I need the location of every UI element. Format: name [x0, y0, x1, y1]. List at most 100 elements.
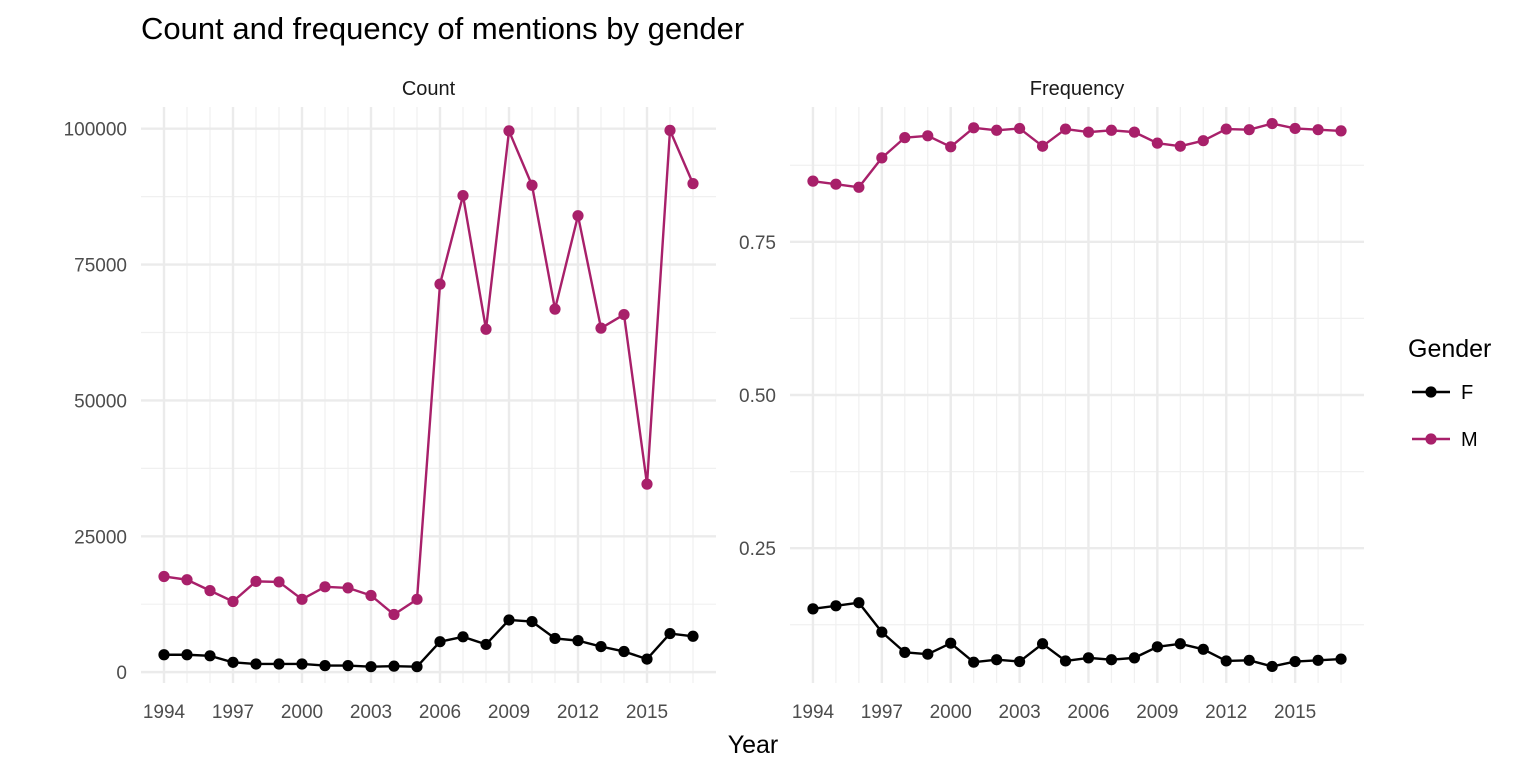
count-point-f [296, 658, 308, 670]
count-x-tick-label: 2006 [419, 702, 461, 723]
count-point-f [273, 658, 285, 670]
count-point-f [181, 649, 193, 661]
frequency-y-tick-label: 0.25 [739, 539, 776, 560]
frequency-point-f [807, 603, 819, 615]
frequency-x-tick-label: 2006 [1067, 702, 1109, 723]
count-point-m [411, 593, 423, 605]
frequency-point-f [968, 656, 980, 668]
count-x-tick-label: 2000 [281, 702, 323, 723]
frequency-point-f [945, 637, 957, 649]
frequency-point-m [991, 124, 1003, 136]
frequency-x-tick-label: 1994 [792, 702, 835, 723]
count-point-m [480, 323, 492, 335]
chart-title: Count and frequency of mentions by gende… [141, 11, 744, 46]
count-point-f [595, 640, 607, 653]
count-point-m [181, 574, 193, 586]
frequency-point-f [1174, 638, 1186, 650]
frequency-point-f [1151, 641, 1163, 653]
count-point-m [595, 322, 607, 334]
count-point-m [526, 179, 538, 191]
legend-title: Gender [1408, 335, 1491, 363]
count-point-m [664, 124, 676, 136]
legend: FM [1412, 382, 1478, 451]
count-point-f [618, 645, 630, 658]
count-point-m [572, 210, 584, 222]
count-point-f [549, 632, 561, 645]
count-point-f [641, 653, 653, 665]
count-y-tick-label: 0 [116, 663, 127, 684]
count-point-f [158, 649, 170, 661]
count-point-f [388, 660, 400, 672]
frequency-point-f [1266, 660, 1278, 673]
count-point-f [411, 661, 423, 673]
count-point-f [572, 635, 584, 647]
frequency-point-f [1105, 654, 1118, 666]
frequency-series-line-f [812, 601, 1342, 668]
frequency-point-m [1059, 123, 1072, 135]
frequency-point-m [1036, 140, 1049, 152]
frequency-point-m [945, 141, 957, 153]
frequency-point-f [1128, 652, 1140, 664]
frequency-point-f [876, 626, 888, 638]
frequency-point-f [991, 654, 1003, 666]
count-panel: Count 0 25000 50000 75000 100000 1994 1997 2000 2… [64, 78, 716, 723]
frequency-point-f [1082, 652, 1095, 664]
frequency-point-m [922, 130, 934, 142]
frequency-x-tick-label: 2000 [930, 702, 972, 723]
count-point-m [687, 178, 699, 190]
frequency-x-tick-label: 2015 [1274, 702, 1316, 723]
count-point-m [296, 593, 308, 605]
frequency-point-m [899, 132, 911, 144]
frequency-point-f [1243, 654, 1255, 666]
count-point-m [434, 278, 446, 290]
frequency-point-f [1335, 653, 1347, 665]
count-x-tick-label: 2015 [626, 702, 668, 723]
count-series-line-f [164, 618, 694, 668]
count-x-tick-label: 2012 [557, 702, 599, 723]
count-point-m [365, 589, 377, 602]
frequency-point-m [853, 181, 865, 193]
frequency-point-m [1174, 140, 1186, 152]
frequency-x-tick-label: 2012 [1205, 702, 1247, 723]
count-point-m [457, 189, 469, 202]
count-x-tick-label: 1997 [212, 702, 254, 723]
count-point-m [250, 575, 262, 587]
frequency-point-m [1266, 117, 1278, 130]
count-point-f [457, 631, 469, 643]
count-x-tick-label: 2009 [488, 702, 530, 723]
count-point-m [618, 308, 630, 321]
count-y-tick-label: 100000 [64, 120, 127, 141]
frequency-point-m [1105, 124, 1118, 136]
frequency-point-m [876, 152, 888, 164]
frequency-point-m [1128, 126, 1140, 138]
frequency-x-tick-label: 2009 [1136, 702, 1178, 723]
count-point-f [687, 630, 699, 642]
legend-key-point-f [1425, 386, 1437, 398]
frequency-strip-label: Frequency [1030, 78, 1125, 100]
frequency-point-f [830, 600, 842, 612]
count-y-tick-label: 50000 [74, 391, 127, 412]
frequency-point-f [853, 597, 865, 609]
count-point-m [549, 303, 561, 315]
frequency-series-line-m [812, 122, 1342, 189]
count-point-f [365, 661, 377, 673]
frequency-panel: Frequency 0.25 0.50 0.75 1994 1997 2000 2003 200… [739, 78, 1364, 723]
frequency-point-m [1312, 124, 1324, 136]
frequency-point-f [1312, 654, 1324, 666]
frequency-point-f [922, 648, 934, 660]
frequency-y-tick-label: 0.50 [739, 386, 776, 407]
count-point-f [503, 614, 515, 626]
count-point-m [503, 125, 515, 137]
frequency-point-m [1243, 124, 1255, 136]
legend-key-point-m [1425, 433, 1437, 445]
count-point-m [158, 570, 170, 583]
legend-label-f: F [1461, 382, 1473, 404]
frequency-point-m [1289, 122, 1301, 135]
frequency-point-m [1014, 122, 1026, 135]
frequency-point-f [1197, 643, 1209, 655]
x-axis-title: Year [728, 731, 779, 759]
count-point-m [273, 576, 285, 588]
count-point-m [641, 478, 653, 490]
